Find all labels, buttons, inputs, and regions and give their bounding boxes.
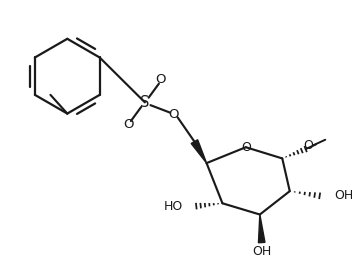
Text: S: S bbox=[140, 95, 150, 110]
Text: O: O bbox=[303, 139, 313, 152]
Text: OH: OH bbox=[252, 245, 271, 258]
Text: O: O bbox=[169, 108, 179, 121]
Polygon shape bbox=[258, 215, 265, 243]
Polygon shape bbox=[191, 140, 207, 163]
Text: O: O bbox=[124, 118, 134, 131]
Text: O: O bbox=[241, 141, 251, 154]
Text: HO: HO bbox=[164, 200, 183, 213]
Text: OH: OH bbox=[335, 189, 352, 202]
Text: O: O bbox=[156, 73, 166, 86]
